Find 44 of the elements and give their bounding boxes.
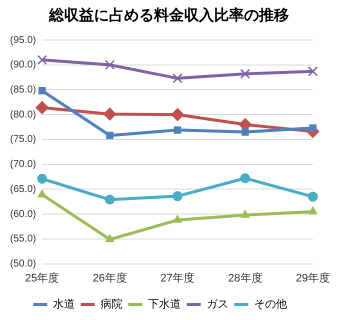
legend-label: その他: [254, 298, 287, 311]
y-tick-label: (95.0): [10, 34, 36, 46]
point: [37, 174, 48, 184]
y-tick-label: (85.0): [10, 84, 36, 96]
point: [240, 210, 250, 218]
y-tick-label: (60.0): [10, 208, 36, 220]
y-tick-label: (50.0): [10, 258, 36, 270]
point: [308, 192, 318, 202]
point: [171, 108, 184, 122]
point: [38, 190, 47, 198]
x-tick-label: 27年度: [160, 271, 195, 284]
point: [173, 215, 182, 223]
x-tick-label: 25年度: [25, 271, 60, 284]
legend-label: 水道: [52, 298, 75, 311]
chart-title: 総収益に占める料金収入比率の推移: [48, 5, 290, 26]
point: [174, 126, 182, 134]
legend-label: ガス: [206, 298, 228, 311]
y-tick-label: (80.0): [10, 109, 36, 120]
x-tick-label: 29年度: [296, 271, 330, 284]
legend-label: 下水道: [148, 298, 181, 311]
y-tick-label: (65.0): [10, 184, 36, 195]
point: [240, 173, 250, 184]
point: [172, 73, 182, 84]
point: [103, 108, 116, 121]
point: [242, 128, 249, 136]
point: [308, 206, 318, 214]
legend-label: 病院: [100, 298, 122, 311]
point: [172, 191, 183, 202]
point: [240, 68, 250, 79]
point: [104, 60, 115, 70]
point: [104, 194, 115, 205]
x-tick-label: 28年度: [228, 271, 262, 284]
y-tick-label: (55.0): [10, 234, 36, 245]
point: [37, 54, 48, 65]
point: [105, 234, 114, 242]
point: [38, 87, 46, 94]
point: [106, 132, 114, 140]
y-tick-label: (75.0): [10, 134, 36, 146]
point: [309, 124, 317, 132]
x-tick-label: 26年度: [92, 271, 127, 284]
y-tick-label: (90.0): [10, 60, 36, 71]
point: [36, 101, 49, 114]
y-tick-label: (70.0): [10, 159, 36, 170]
point: [308, 66, 318, 76]
